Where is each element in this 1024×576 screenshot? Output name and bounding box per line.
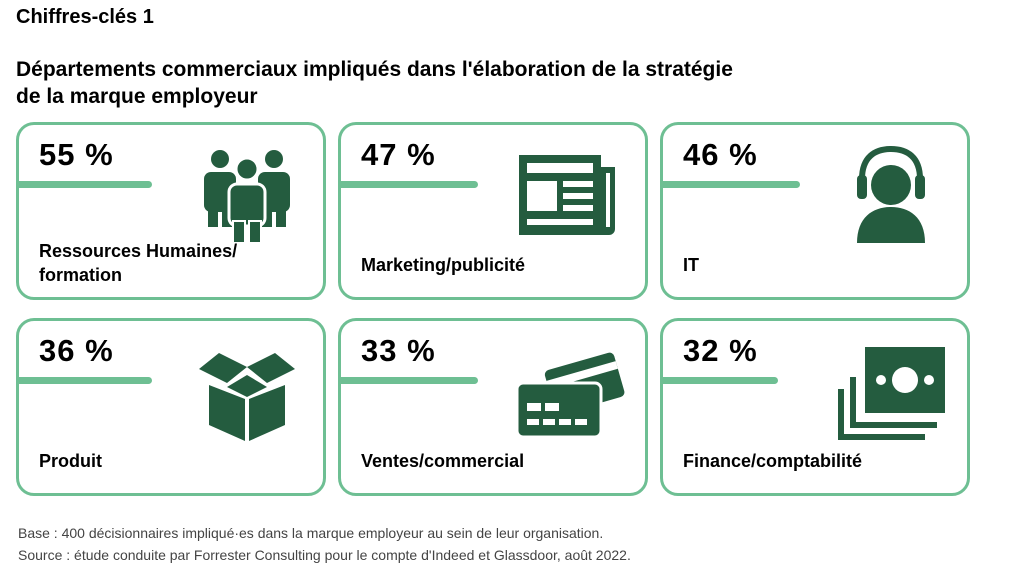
stat-card-it: 46 % IT <box>660 122 970 300</box>
newspaper-icon <box>513 145 625 245</box>
banknotes-icon <box>835 341 947 441</box>
stat-label: Ventes/commercial <box>361 449 611 473</box>
stat-bar <box>16 181 152 188</box>
stat-label: Ressources Humaines/ formation <box>39 239 289 287</box>
stat-label-line: Ventes/commercial <box>361 451 525 471</box>
kicker-title: Chiffres-clés 1 <box>16 6 154 28</box>
stat-label-line: Produit <box>39 451 102 471</box>
stat-label-line: Finance/comptabilité <box>683 451 863 471</box>
stat-value: 36 % <box>39 333 114 368</box>
stat-label-line: IT <box>683 255 699 275</box>
stat-label-line: formation <box>39 265 122 285</box>
stat-label: Marketing/publicité <box>361 253 611 277</box>
stat-label: Finance/comptabilité <box>683 449 933 473</box>
stat-value: 55 % <box>39 137 114 172</box>
chart-title: Départements commerciaux impliqués dans … <box>16 56 916 110</box>
credit-cards-icon <box>513 341 625 441</box>
title-line-2: de la marque employeur <box>16 85 258 108</box>
stat-bar <box>660 377 778 384</box>
open-box-icon <box>191 341 303 441</box>
title-line-1: Départements commerciaux impliqués dans … <box>16 58 733 81</box>
footnote-base: Base : 400 décisionnaires impliqué·es da… <box>18 525 604 541</box>
people-group-icon <box>191 145 303 245</box>
headset-user-icon <box>835 145 947 245</box>
stat-bar <box>338 377 478 384</box>
stat-card-finance: 32 % Finance/comptabilité <box>660 318 970 496</box>
stat-bar <box>660 181 800 188</box>
stat-value: 46 % <box>683 137 758 172</box>
stat-label-line: Marketing/publicité <box>361 255 526 275</box>
stat-bar <box>338 181 478 188</box>
footnote-source: Source : étude conduite par Forrester Co… <box>18 547 631 563</box>
stat-value: 47 % <box>361 137 436 172</box>
stat-value: 32 % <box>683 333 758 368</box>
stat-card-produit: 36 % Produit <box>16 318 326 496</box>
stat-label: Produit <box>39 449 289 473</box>
stat-value: 33 % <box>361 333 436 368</box>
stat-label: IT <box>683 253 933 277</box>
stat-card-ventes: 33 % Ventes/commercial <box>338 318 648 496</box>
stat-card-ressources-humaines: 55 % Resso <box>16 122 326 300</box>
footnote: Base : 400 décisionnaires impliqué·es da… <box>18 522 631 566</box>
stat-bar <box>16 377 152 384</box>
stat-card-marketing: 47 % Marketing/publicité <box>338 122 648 300</box>
stat-label-line: Ressources Humaines/ <box>39 241 238 261</box>
